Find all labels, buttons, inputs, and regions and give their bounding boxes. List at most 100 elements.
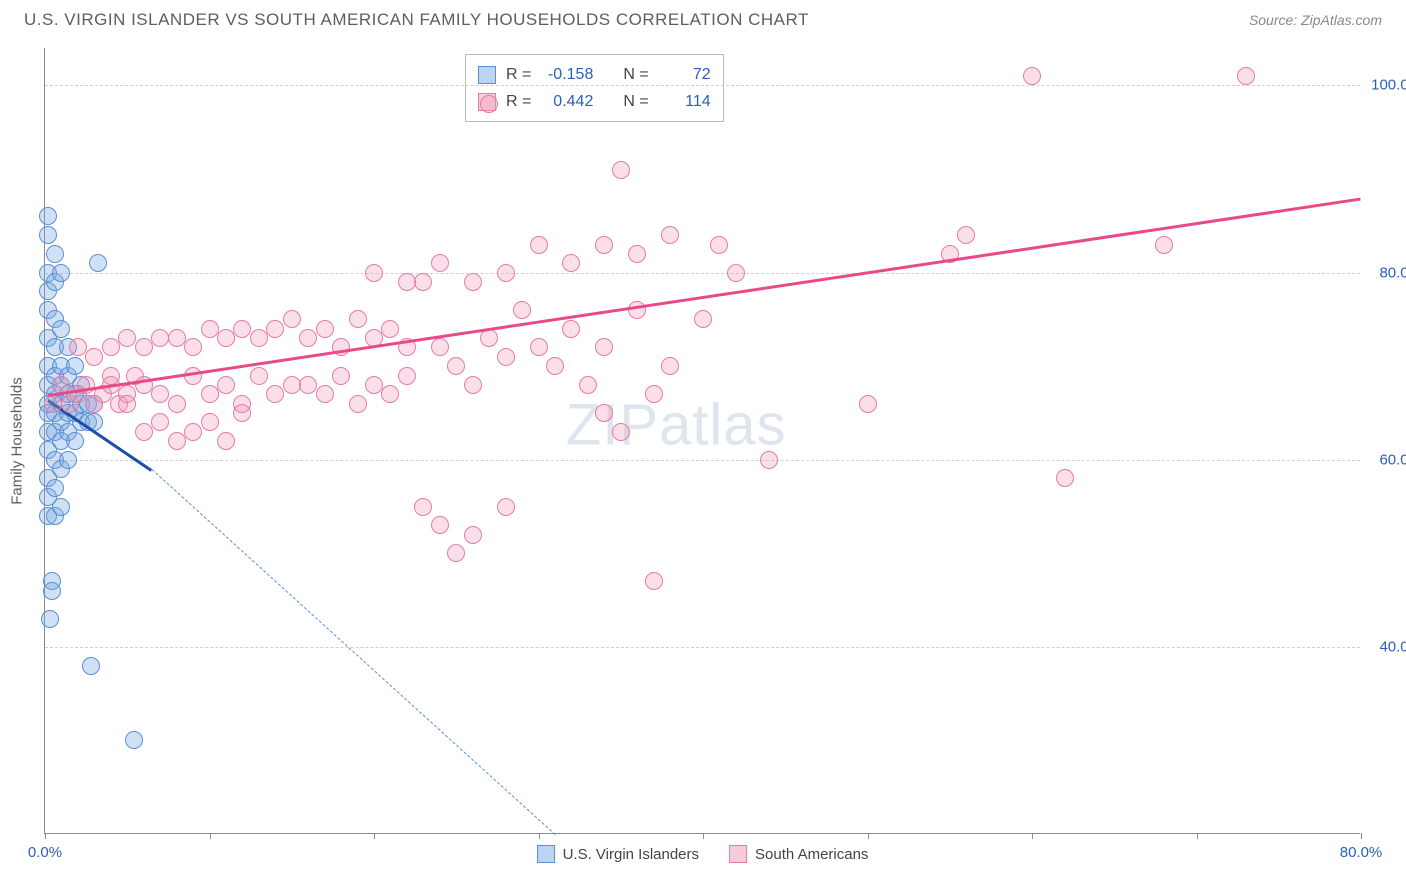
scatter-point: [52, 264, 70, 282]
scatter-point: [398, 273, 416, 291]
scatter-point: [661, 226, 679, 244]
x-tick-label: 80.0%: [1340, 844, 1383, 861]
scatter-point: [233, 320, 251, 338]
x-tick: [374, 833, 375, 839]
stats-row-blue: R = -0.158 N = 72: [478, 61, 711, 88]
y-tick-label: 100.0%: [1371, 77, 1406, 94]
scatter-point: [217, 329, 235, 347]
scatter-point: [250, 329, 268, 347]
scatter-point: [612, 161, 630, 179]
grid-line: [45, 85, 1360, 86]
r-value-pink: 0.442: [541, 88, 593, 115]
n-value-pink: 114: [659, 88, 711, 115]
scatter-point: [299, 376, 317, 394]
scatter-point: [398, 367, 416, 385]
scatter-point: [562, 254, 580, 272]
scatter-point: [46, 245, 64, 263]
scatter-point: [431, 338, 449, 356]
scatter-point: [414, 498, 432, 516]
scatter-point: [118, 395, 136, 413]
x-tick: [45, 833, 46, 839]
scatter-point: [266, 385, 284, 403]
r-value-blue: -0.158: [541, 61, 593, 88]
scatter-point: [661, 357, 679, 375]
n-value-blue: 72: [659, 61, 711, 88]
scatter-point: [332, 367, 350, 385]
x-tick-label: 0.0%: [28, 844, 62, 861]
scatter-point: [233, 404, 251, 422]
scatter-point: [184, 338, 202, 356]
scatter-point: [562, 320, 580, 338]
scatter-point: [217, 376, 235, 394]
scatter-point: [579, 376, 597, 394]
x-tick: [703, 833, 704, 839]
scatter-point: [595, 404, 613, 422]
scatter-point: [546, 357, 564, 375]
scatter-point: [168, 329, 186, 347]
scatter-point: [694, 310, 712, 328]
scatter-point: [497, 264, 515, 282]
swatch-blue-icon: [537, 845, 555, 863]
scatter-point: [612, 423, 630, 441]
bottom-legend: U.S. Virgin Islanders South Americans: [537, 845, 869, 863]
scatter-point: [628, 301, 646, 319]
scatter-point: [957, 226, 975, 244]
scatter-point: [316, 320, 334, 338]
legend-item-blue: U.S. Virgin Islanders: [537, 845, 699, 863]
x-tick: [1197, 833, 1198, 839]
scatter-point: [480, 95, 498, 113]
scatter-point: [201, 320, 219, 338]
stats-box: R = -0.158 N = 72 R = 0.442 N = 114: [465, 54, 724, 122]
scatter-point: [645, 572, 663, 590]
scatter-point: [52, 498, 70, 516]
scatter-point: [168, 432, 186, 450]
scatter-point: [760, 451, 778, 469]
trend-line-dashed: [152, 469, 556, 835]
swatch-pink-icon: [729, 845, 747, 863]
scatter-point: [447, 544, 465, 562]
y-axis-label: Family Households: [9, 377, 26, 505]
swatch-blue-icon: [478, 66, 496, 84]
scatter-point: [82, 657, 100, 675]
scatter-point: [727, 264, 745, 282]
scatter-point: [43, 582, 61, 600]
scatter-point: [349, 395, 367, 413]
chart-plot-area: Family Households ZIPatlas R = -0.158 N …: [44, 48, 1360, 834]
scatter-point: [414, 273, 432, 291]
y-tick-label: 60.0%: [1379, 451, 1406, 468]
scatter-point: [135, 423, 153, 441]
scatter-point: [1237, 67, 1255, 85]
scatter-point: [859, 395, 877, 413]
watermark: ZIPatlas: [566, 391, 787, 458]
scatter-point: [283, 376, 301, 394]
scatter-point: [480, 329, 498, 347]
scatter-point: [595, 236, 613, 254]
scatter-point: [464, 526, 482, 544]
scatter-point: [89, 254, 107, 272]
scatter-point: [349, 310, 367, 328]
scatter-point: [365, 264, 383, 282]
scatter-point: [710, 236, 728, 254]
scatter-point: [66, 432, 84, 450]
grid-line: [45, 273, 1360, 274]
scatter-point: [316, 385, 334, 403]
scatter-point: [151, 385, 169, 403]
x-tick: [539, 833, 540, 839]
legend-item-pink: South Americans: [729, 845, 868, 863]
scatter-point: [530, 338, 548, 356]
scatter-point: [381, 320, 399, 338]
scatter-point: [431, 254, 449, 272]
scatter-point: [85, 348, 103, 366]
scatter-point: [44, 395, 62, 413]
scatter-point: [135, 338, 153, 356]
grid-line: [45, 460, 1360, 461]
scatter-point: [39, 207, 57, 225]
x-tick: [1361, 833, 1362, 839]
scatter-point: [513, 301, 531, 319]
scatter-point: [299, 329, 317, 347]
chart-source: Source: ZipAtlas.com: [1249, 12, 1382, 28]
scatter-point: [69, 338, 87, 356]
grid-line: [45, 647, 1360, 648]
scatter-point: [283, 310, 301, 328]
scatter-point: [184, 423, 202, 441]
